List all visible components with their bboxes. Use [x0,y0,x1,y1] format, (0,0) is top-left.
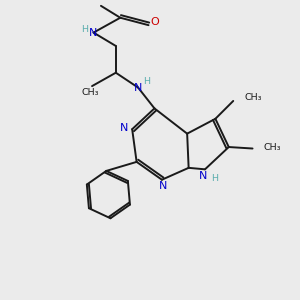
Text: N: N [159,181,168,191]
Text: H: H [81,25,88,34]
Text: N: N [120,123,128,133]
Text: CH₃: CH₃ [82,88,99,97]
Text: CH₃: CH₃ [264,143,281,152]
Text: O: O [151,17,159,27]
Text: CH₃: CH₃ [244,94,262,103]
Text: N: N [89,28,98,38]
Text: H: H [143,77,151,86]
Text: N: N [134,82,142,93]
Text: N: N [199,171,208,181]
Text: H: H [211,174,218,183]
